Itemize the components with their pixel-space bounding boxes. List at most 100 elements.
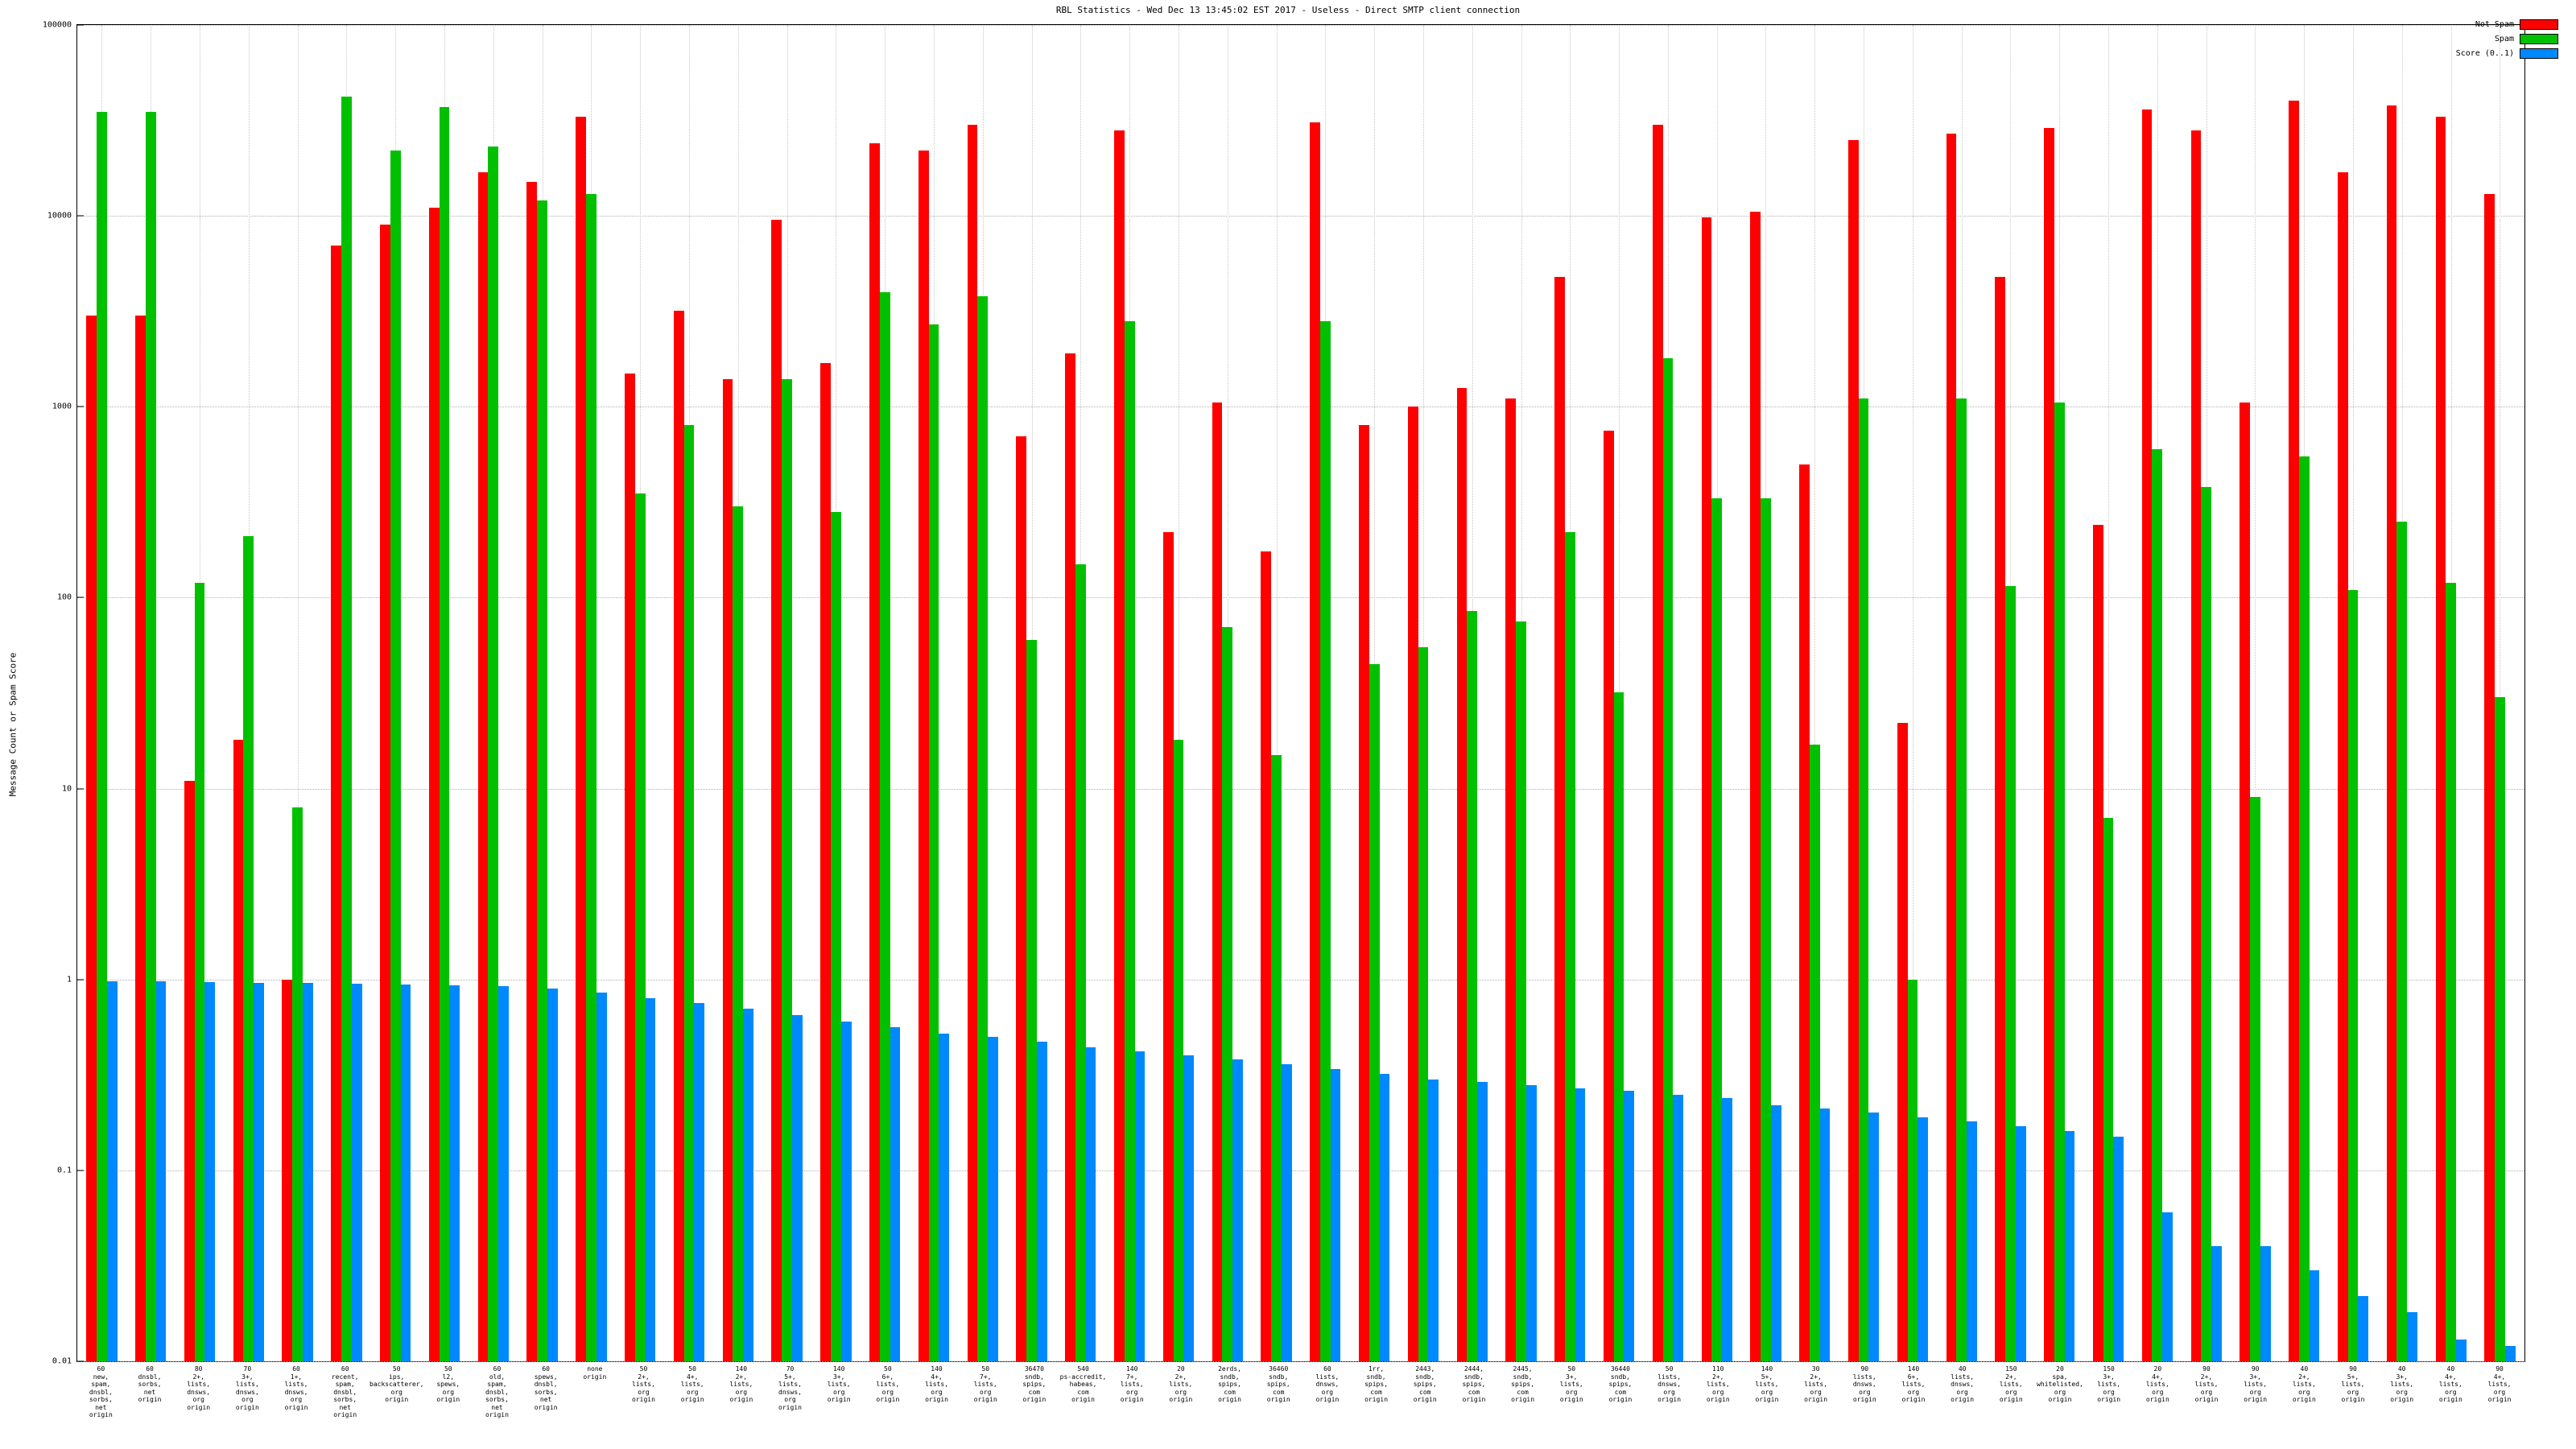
x-tick-label-line: 2+, [192,1373,204,1381]
x-tick-label-line: none [587,1365,603,1373]
x-tick-label-line: 40 [2300,1365,2309,1373]
x-tick-label-line: com [1614,1388,1627,1396]
x-tick-label-line: lists, [1755,1381,1779,1388]
bar-not-spam [918,150,929,1361]
bar-group [420,25,469,1361]
y-tick-mark [77,24,84,26]
x-tick-label: 36460 sndb, spips, com origin [1254,1365,1303,1404]
bar-spam [733,506,744,1361]
bar-spam [879,291,890,1361]
bar-not-spam [282,979,293,1361]
x-tick-label-line: org [1810,1388,1822,1396]
gridline-y [77,1361,2524,1362]
bar-not-spam [1847,139,1859,1361]
y-tick-mark [77,215,84,217]
bar-not-spam [1505,398,1517,1361]
x-tick-label-line: dnsbl, [333,1388,357,1396]
bar-spam [537,200,547,1361]
bar-spam [1222,627,1233,1361]
x-tick-label-line: lists, [2244,1381,2268,1388]
bar-group [224,25,273,1361]
legend-entry-not-spam: Not Spam [2456,19,2558,30]
x-tick-label-line: origin [1266,1396,1290,1403]
bar-spam [1858,398,1869,1361]
x-tick-label-line: origin [284,1403,308,1411]
bar-score-0-1 [694,1003,705,1361]
x-tick-label-line: dnsbl, [534,1381,558,1388]
bar-spam [1613,691,1624,1361]
gridline-y [77,1170,2524,1171]
x-tick-label-line: org [931,1388,943,1396]
bar-group [1741,25,1790,1361]
x-tick-label-line: origin [1951,1396,1975,1403]
x-tick-label-line: spips, [1022,1381,1046,1388]
x-tick-label: 2445, sndb, spips, com origin [1498,1365,1547,1404]
bar-group [469,25,518,1361]
x-tick-label-line: spews, [534,1373,558,1381]
bar-not-spam [233,740,244,1361]
x-tick-label-line: 140 [1761,1365,1773,1373]
x-tick-label-line: lists, [2438,1381,2462,1388]
x-tick-label-line: 140 [735,1365,748,1373]
x-tick-label: 70 5+, lists, dnsws, org origin [766,1365,815,1411]
bar-group [958,25,1007,1361]
x-tick-label-line: 4+, [931,1373,943,1381]
x-tick-label-line: 6+, [881,1373,894,1381]
y-tick-label: 10 [61,784,72,794]
x-tick-label-line: dnsws, [1951,1381,1975,1388]
bar-group [811,25,861,1361]
bar-score-0-1 [106,980,118,1361]
x-tick-label-line: 140 [1125,1365,1138,1373]
bar-not-spam [1995,276,2006,1361]
x-tick-label-line: 3+, [2103,1373,2115,1381]
bar-group [1839,25,1889,1361]
bar-score-0-1 [1281,1063,1292,1361]
x-tick-label: 140 3+, lists, org origin [815,1365,864,1404]
bar-not-spam [625,373,635,1361]
gridline-y [77,788,2524,790]
x-tick-label-line: old, [489,1373,506,1381]
x-tick-label-line: org [2347,1388,2359,1396]
x-tick-label-line: dnsws, [778,1388,802,1396]
x-tick-label-line: spips, [1413,1381,1437,1388]
x-tick-label-line: spips, [1608,1381,1633,1388]
x-tick-label-line: spips, [1511,1381,1535,1388]
x-tick-label-line: 40 [1958,1365,1967,1373]
x-tick-label-line: com [1468,1388,1480,1396]
bar-not-spam [428,208,440,1361]
x-tick-label-line: org [442,1388,455,1396]
x-tick-label-line: dnsbl, [485,1388,509,1396]
x-tick-label-line: dnsbl, [89,1388,113,1396]
x-tick-label: 50 3+, lists, org origin [1547,1365,1596,1404]
bar-score-0-1 [596,993,607,1361]
y-tick-label: 1000 [52,402,72,411]
x-tick-label-line: 7+, [979,1373,992,1381]
x-tick-label-line: com [1370,1388,1382,1396]
x-tick-label-line: 150 [2103,1365,2115,1373]
x-tick-label-line: lists, [284,1381,308,1388]
bar-score-0-1 [2407,1312,2417,1361]
x-tick-label-line: ps-accredit, [1059,1373,1107,1381]
x-tick-label-line: org [735,1388,748,1396]
x-tick-label-line: 4+, [686,1373,699,1381]
x-tick-label-line: origin [1706,1396,1730,1403]
x-tick-label-line: org [2005,1388,2017,1396]
x-tick-label-line: org [979,1388,992,1396]
x-tick-label-line: sndb, [1513,1373,1533,1381]
x-tick-label: 50 2+, lists, org origin [619,1365,668,1404]
x-tick-label-line: origin [680,1396,704,1403]
x-tick-label-line: org [1663,1388,1675,1396]
x-tick-label-line: 70 [786,1365,795,1373]
x-tick-label: 90 lists, dnsws, org origin [1840,1365,1889,1404]
x-tick-label-line: 2+, [638,1373,650,1381]
x-tick-label-line: 3+, [2249,1373,2261,1381]
x-tick-label-line: spips, [1462,1381,1486,1388]
x-tick-label-line: org [2200,1388,2213,1396]
x-tick-label-line: recent, [331,1373,359,1381]
bar-score-0-1 [351,984,362,1361]
x-tick-label-line: 60 [146,1365,154,1373]
bar-not-spam [2386,105,2397,1361]
bar-not-spam [967,125,978,1361]
x-tick-label-line: com [1273,1388,1285,1396]
bar-spam [1368,663,1380,1361]
